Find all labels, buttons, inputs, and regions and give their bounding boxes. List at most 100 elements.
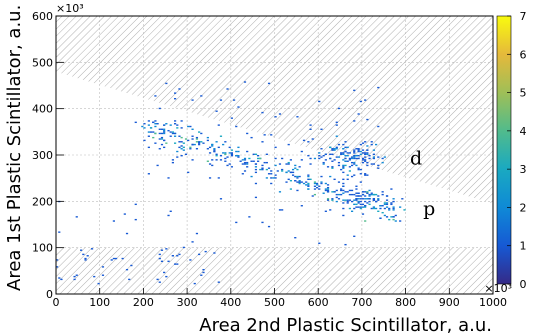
heatmap-cell: [178, 135, 181, 137]
heatmap-cell: [320, 181, 323, 183]
heatmap-cell: [309, 157, 312, 160]
heatmap-cell: [158, 148, 161, 150]
heatmap-cell: [171, 159, 174, 161]
heatmap-cell: [385, 216, 389, 218]
heatmap-cell: [342, 164, 345, 167]
heatmap-cell: [147, 135, 150, 137]
heatmap-cell: [171, 255, 174, 257]
heatmap-cell: [189, 148, 192, 150]
heatmap-cell: [359, 143, 362, 146]
heatmap-cell: [134, 121, 137, 124]
heatmap-cell: [237, 156, 240, 158]
heatmap-cell: [200, 132, 203, 135]
heatmap-cell: [267, 225, 271, 228]
heatmap-cell: [364, 160, 367, 162]
heatmap-cell: [359, 206, 362, 208]
heatmap-cell: [294, 175, 297, 178]
x-multiplier-label: ×10³: [484, 282, 512, 295]
heatmap-cell: [160, 260, 164, 263]
heatmap-cell: [191, 99, 194, 101]
heatmap-cell: [329, 146, 332, 149]
heatmap-cell: [359, 181, 362, 183]
heatmap-cell: [361, 203, 365, 206]
heatmap-cell: [143, 139, 146, 142]
heatmap-cell: [198, 143, 201, 146]
heatmap-cell: [281, 168, 284, 171]
heatmap-cell: [335, 196, 338, 199]
heatmap-cell: [173, 120, 177, 122]
heatmap-cell: [337, 107, 341, 110]
heatmap-cell: [261, 111, 264, 114]
heatmap-cell: [222, 143, 225, 146]
heatmap-cell: [230, 153, 233, 155]
heatmap-cell: [173, 142, 177, 144]
heatmap-cell: [75, 274, 78, 276]
heatmap-cell: [353, 235, 356, 238]
heatmap-cell: [366, 174, 369, 176]
heatmap-cell: [219, 99, 223, 101]
heatmap-cell: [230, 155, 233, 157]
heatmap-cell: [381, 157, 384, 160]
heatmap-cell: [237, 146, 240, 149]
heatmap-cell: [302, 182, 306, 185]
heatmap-cell: [364, 200, 367, 203]
heatmap-cell: [309, 128, 312, 130]
heatmap-cell: [350, 164, 354, 167]
heatmap-cell: [296, 175, 299, 178]
heatmap-cell: [353, 157, 356, 160]
heatmap-cell: [364, 99, 367, 101]
heatmap-cell: [160, 138, 164, 140]
x-tick-label: 100: [89, 296, 110, 309]
heatmap-cell: [123, 213, 126, 215]
heatmap-cell: [300, 205, 303, 207]
y-tick-label: 100: [32, 242, 53, 255]
colorbar-tick-label: 6: [520, 48, 527, 61]
annotation-d: d: [410, 147, 422, 169]
heatmap-cell: [296, 116, 299, 118]
heatmap-cell: [355, 148, 358, 150]
heatmap-cell: [191, 138, 194, 140]
heatmap-cell: [243, 163, 247, 165]
heatmap-cell: [359, 173, 362, 175]
heatmap-cell: [364, 198, 367, 200]
heatmap-cell: [219, 155, 223, 157]
heatmap-cell: [208, 177, 212, 179]
heatmap-cell: [372, 163, 376, 165]
heatmap-cell: [173, 92, 177, 94]
heatmap-cell: [206, 139, 209, 142]
heatmap-cell: [353, 193, 356, 196]
heatmap-cell: [294, 164, 297, 167]
heatmap-cell: [364, 191, 367, 193]
heatmap-cell: [228, 163, 231, 165]
heatmap-cell: [359, 153, 362, 155]
heatmap-cell: [342, 207, 345, 210]
heatmap-cell: [160, 128, 164, 130]
heatmap-cell: [372, 199, 376, 201]
heatmap-cell: [357, 167, 360, 169]
heatmap-cell: [357, 148, 360, 150]
heatmap-cell: [158, 107, 161, 110]
heatmap-cell: [313, 185, 317, 187]
heatmap-cell: [344, 160, 347, 162]
heatmap-cell: [246, 166, 249, 168]
heatmap-cell: [331, 148, 334, 150]
heatmap-cell: [368, 157, 371, 160]
heatmap-cell: [296, 168, 299, 171]
heatmap-cell: [337, 164, 341, 167]
heatmap-cell: [182, 246, 185, 249]
heatmap-cell: [381, 161, 384, 164]
heatmap-cell: [331, 160, 334, 162]
y-tick-label: 200: [32, 195, 53, 208]
heatmap-cell: [361, 191, 365, 193]
heatmap-cell: [392, 216, 395, 218]
heatmap-cell: [254, 153, 258, 155]
heatmap-cell: [226, 164, 229, 167]
heatmap-cell: [254, 171, 258, 174]
heatmap-cell: [265, 161, 268, 164]
heatmap-cell: [366, 161, 369, 164]
heatmap-cell: [364, 156, 367, 158]
heatmap-cell: [383, 202, 386, 204]
heatmap-cell: [167, 260, 170, 263]
heatmap-cell: [340, 193, 343, 196]
heatmap-cell: [176, 156, 179, 158]
